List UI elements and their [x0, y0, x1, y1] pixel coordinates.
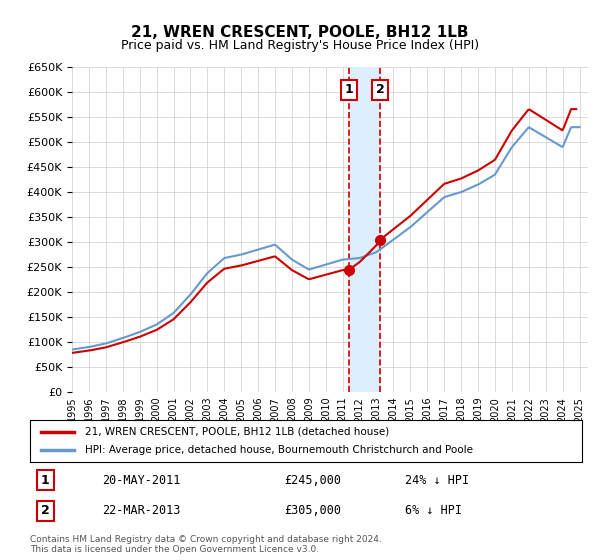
Text: 21, WREN CRESCENT, POOLE, BH12 1LB (detached house): 21, WREN CRESCENT, POOLE, BH12 1LB (deta… — [85, 427, 389, 437]
Text: 21, WREN CRESCENT, POOLE, BH12 1LB: 21, WREN CRESCENT, POOLE, BH12 1LB — [131, 25, 469, 40]
Text: 2: 2 — [41, 505, 50, 517]
Text: 20-MAY-2011: 20-MAY-2011 — [102, 474, 180, 487]
Text: 24% ↓ HPI: 24% ↓ HPI — [406, 474, 469, 487]
Text: £305,000: £305,000 — [284, 505, 341, 517]
Text: 2: 2 — [376, 83, 385, 96]
Text: Price paid vs. HM Land Registry's House Price Index (HPI): Price paid vs. HM Land Registry's House … — [121, 39, 479, 52]
Text: 1: 1 — [345, 83, 353, 96]
Text: Contains HM Land Registry data © Crown copyright and database right 2024.
This d: Contains HM Land Registry data © Crown c… — [30, 535, 382, 554]
Text: 6% ↓ HPI: 6% ↓ HPI — [406, 505, 463, 517]
Text: 22-MAR-2013: 22-MAR-2013 — [102, 505, 180, 517]
Text: HPI: Average price, detached house, Bournemouth Christchurch and Poole: HPI: Average price, detached house, Bour… — [85, 445, 473, 455]
Text: 1: 1 — [41, 474, 50, 487]
Text: £245,000: £245,000 — [284, 474, 341, 487]
Bar — [349, 67, 380, 392]
